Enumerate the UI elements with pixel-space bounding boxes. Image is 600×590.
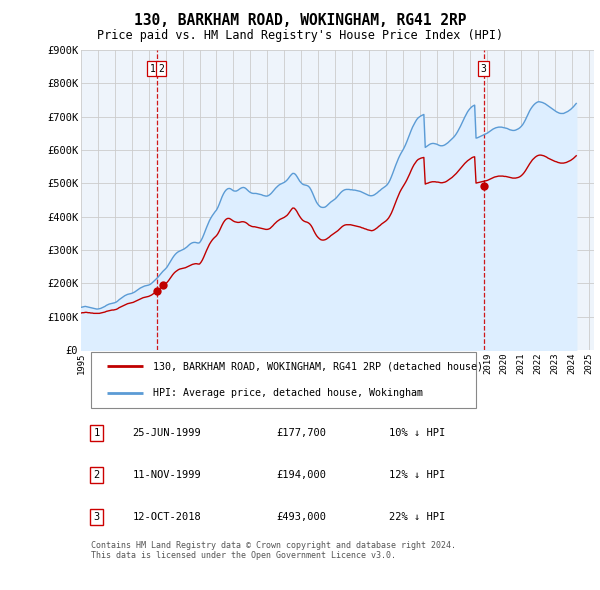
Text: Contains HM Land Registry data © Crown copyright and database right 2024.
This d: Contains HM Land Registry data © Crown c… [91,540,456,560]
Text: 2: 2 [158,64,164,74]
Text: 22% ↓ HPI: 22% ↓ HPI [389,512,445,522]
Text: Price paid vs. HM Land Registry's House Price Index (HPI): Price paid vs. HM Land Registry's House … [97,29,503,42]
Text: 1: 1 [149,64,155,74]
FancyBboxPatch shape [91,352,476,408]
Text: 12-OCT-2018: 12-OCT-2018 [133,512,201,522]
Text: HPI: Average price, detached house, Wokingham: HPI: Average price, detached house, Woki… [153,388,423,398]
Text: 2: 2 [93,470,100,480]
Text: £177,700: £177,700 [276,428,326,438]
Text: 1: 1 [93,428,100,438]
Text: 130, BARKHAM ROAD, WOKINGHAM, RG41 2RP: 130, BARKHAM ROAD, WOKINGHAM, RG41 2RP [134,13,466,28]
Text: 11-NOV-1999: 11-NOV-1999 [133,470,201,480]
Text: 25-JUN-1999: 25-JUN-1999 [133,428,201,438]
Text: 130, BARKHAM ROAD, WOKINGHAM, RG41 2RP (detached house): 130, BARKHAM ROAD, WOKINGHAM, RG41 2RP (… [153,361,483,371]
Text: £493,000: £493,000 [276,512,326,522]
Text: 3: 3 [481,64,487,74]
Text: 12% ↓ HPI: 12% ↓ HPI [389,470,445,480]
Text: 10% ↓ HPI: 10% ↓ HPI [389,428,445,438]
Text: 3: 3 [93,512,100,522]
Text: £194,000: £194,000 [276,470,326,480]
